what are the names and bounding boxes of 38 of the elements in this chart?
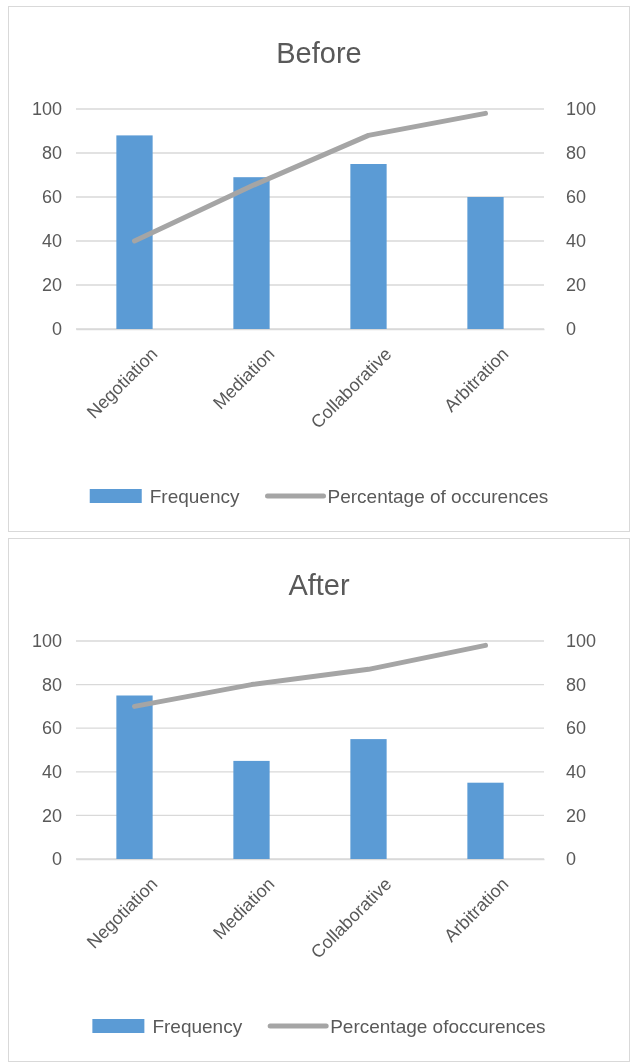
bar bbox=[233, 177, 270, 329]
y-tick-label: 80 bbox=[41, 143, 62, 164]
bar bbox=[233, 760, 270, 859]
y2-tick-label: 60 bbox=[566, 187, 587, 208]
legend-label: Frequency bbox=[152, 1016, 243, 1037]
legend-label: Percentage of occurences bbox=[327, 486, 549, 507]
bar bbox=[116, 135, 153, 329]
y-tick-label: 60 bbox=[41, 187, 62, 208]
y-tick-label: 40 bbox=[41, 231, 62, 252]
y2-tick-label: 20 bbox=[566, 275, 587, 296]
y2-tick-label: 40 bbox=[566, 231, 587, 252]
y2-tick-label: 100 bbox=[566, 631, 597, 652]
y2-tick-label: 0 bbox=[566, 849, 577, 870]
y-tick-label: 0 bbox=[51, 319, 62, 340]
y-tick-label: 20 bbox=[41, 275, 62, 296]
y2-tick-label: 60 bbox=[566, 718, 587, 739]
y2-tick-label: 20 bbox=[566, 805, 587, 826]
legend-label: Percentage ofoccurences bbox=[330, 1016, 546, 1037]
y-tick-label: 40 bbox=[41, 762, 62, 783]
chart-title: After bbox=[288, 569, 350, 601]
y2-tick-label: 80 bbox=[566, 143, 587, 164]
y-tick-label: 60 bbox=[41, 718, 62, 739]
bar bbox=[467, 782, 504, 859]
y2-tick-label: 0 bbox=[566, 319, 577, 340]
legend-label: Frequency bbox=[149, 486, 240, 507]
y-tick-label: 0 bbox=[51, 849, 62, 870]
chart-title: Before bbox=[276, 37, 362, 69]
bar bbox=[350, 164, 387, 329]
y2-tick-label: 80 bbox=[566, 674, 587, 695]
y-tick-label: 100 bbox=[31, 99, 62, 120]
y2-tick-label: 40 bbox=[566, 762, 587, 783]
y-tick-label: 100 bbox=[31, 631, 62, 652]
y2-tick-label: 100 bbox=[566, 99, 597, 120]
bar bbox=[350, 739, 387, 859]
y-tick-label: 20 bbox=[41, 805, 62, 826]
bar bbox=[467, 197, 504, 329]
bar bbox=[116, 695, 153, 859]
y-tick-label: 80 bbox=[41, 674, 62, 695]
